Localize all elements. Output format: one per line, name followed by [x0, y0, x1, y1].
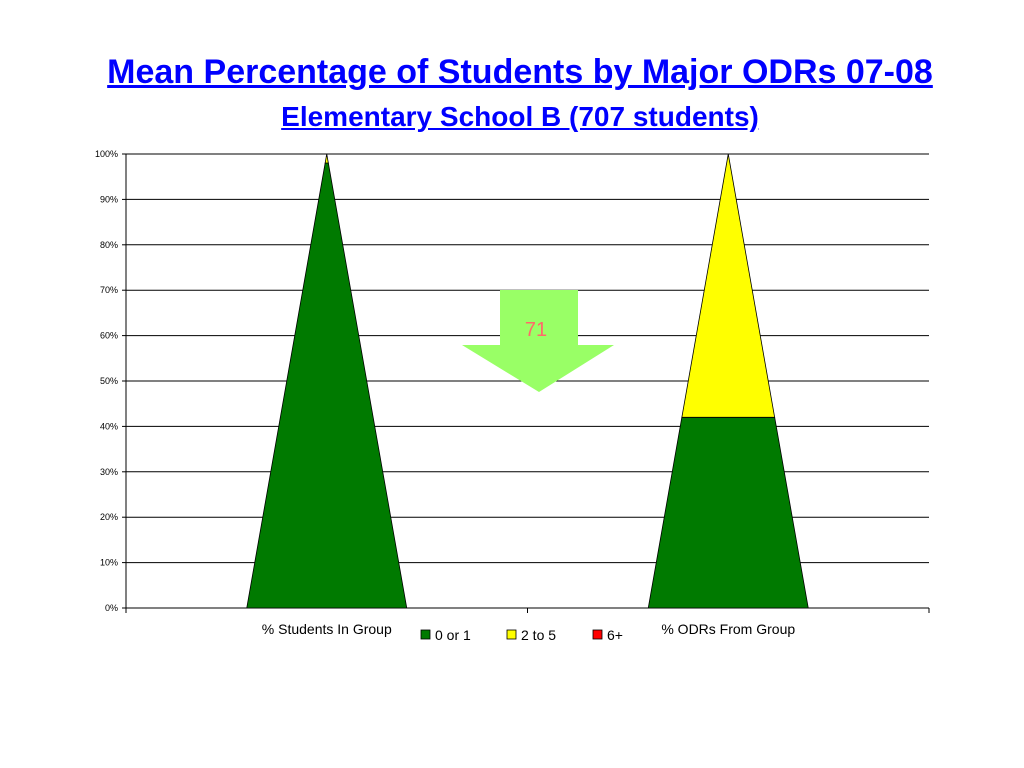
bar-segment-0-or-1-1: [647, 416, 809, 609]
y-tick-label: 80%: [100, 240, 118, 250]
bar-segment-0-or-1-0: [246, 162, 408, 609]
chart-subtitle: Elementary School B (707 students): [281, 101, 759, 132]
annotation: 71: [462, 290, 614, 392]
bar-segment-6plus-0: [325, 153, 328, 157]
bar-segment-2-to-5-1: [681, 153, 776, 418]
legend-label: 0 or 1: [435, 627, 471, 643]
down-arrow-icon: [462, 290, 614, 392]
y-tick-label: 30%: [100, 467, 118, 477]
legend-swatch: [592, 629, 603, 640]
y-tick-label: 70%: [100, 285, 118, 295]
legend: 0 or 1 2 to 5 6+: [420, 627, 623, 643]
y-tick-label: 60%: [100, 331, 118, 341]
y-tick-label: 10%: [100, 558, 118, 568]
bar-segment-2-to-5-0: [324, 155, 329, 164]
category-label: % ODRs From Group: [661, 621, 795, 637]
legend-label: 6+: [607, 627, 623, 643]
chart-title: Mean Percentage of Students by Major ODR…: [107, 53, 933, 91]
legend-label: 2 to 5: [521, 627, 556, 643]
y-tick-label: 100%: [95, 149, 118, 159]
annotation-label: 71: [525, 319, 547, 341]
legend-swatch: [420, 629, 431, 640]
legend-swatch: [506, 629, 517, 640]
chart-marks: [246, 153, 809, 609]
category-label: % Students In Group: [262, 621, 392, 637]
y-tick-label: 90%: [100, 194, 118, 204]
y-tick-label: 40%: [100, 421, 118, 431]
category-labels: % Students In Group % ODRs From Group: [262, 621, 796, 637]
y-tick-label: 50%: [100, 376, 118, 386]
y-tick-label: 0%: [105, 603, 118, 613]
y-tick-label: 20%: [100, 512, 118, 522]
